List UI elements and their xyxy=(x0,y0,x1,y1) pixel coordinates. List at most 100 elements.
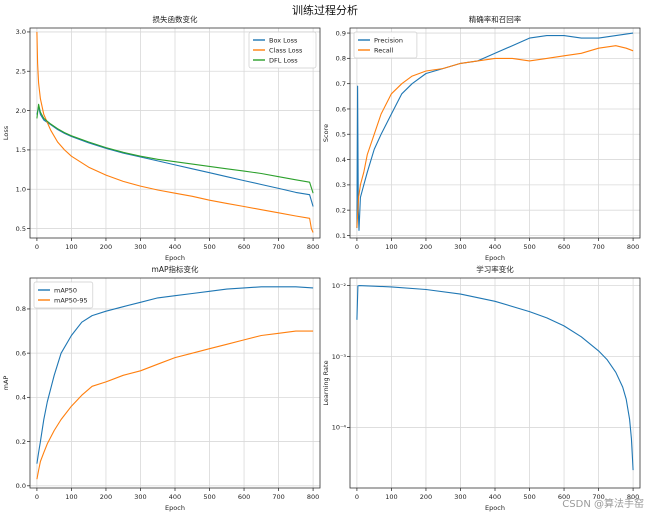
y-axis-label: Score xyxy=(322,124,330,142)
y-tick-label: 0.1 xyxy=(336,232,346,240)
legend-label: mAP50 xyxy=(54,286,77,294)
series-line-dfl-loss xyxy=(36,103,314,194)
x-tick-label: 800 xyxy=(627,493,639,501)
y-axis-label: Loss xyxy=(2,125,10,140)
x-tick-label: 600 xyxy=(558,243,570,251)
series-line-recall xyxy=(356,45,634,228)
chart-title: 学习率变化 xyxy=(476,264,514,274)
y-tick-label: 0.5 xyxy=(16,225,26,233)
x-tick-label: 700 xyxy=(272,243,284,251)
chart-title: mAP指标变化 xyxy=(152,264,199,274)
y-axis-label: Learning Rate xyxy=(322,360,330,405)
x-tick-label: 300 xyxy=(134,493,146,501)
x-tick-label: 0 xyxy=(355,493,359,501)
y-tick-label: 0.5 xyxy=(336,131,346,139)
x-tick-label: 200 xyxy=(420,243,432,251)
x-tick-label: 700 xyxy=(272,493,284,501)
chart-panel-4: 0 100 200 300 400 500 600 700 800 10⁻⁴ 10⁻³ 10⁻² 学习率… xyxy=(322,264,641,512)
x-tick-label: 500 xyxy=(203,493,215,501)
axes-frame xyxy=(349,27,641,239)
legend-box xyxy=(248,31,317,69)
y-tick-label: 0.7 xyxy=(336,80,346,88)
axes-frame xyxy=(29,27,321,239)
y-tick-label: 10⁻³ xyxy=(332,353,347,361)
series-line-map50 xyxy=(36,286,314,464)
legend: mAP50 mAP50-95 xyxy=(33,281,94,309)
x-axis-label: Epoch xyxy=(485,254,505,262)
x-tick-label: 0 xyxy=(35,493,39,501)
legend-label: Class Loss xyxy=(269,46,303,54)
y-tick-label: 0.4 xyxy=(16,394,26,402)
y-tick-label: 10⁻⁴ xyxy=(332,424,347,432)
legend-box xyxy=(33,281,94,309)
x-tick-label: 600 xyxy=(558,493,570,501)
series-line-box-loss xyxy=(36,106,314,207)
y-tick-label: 1.0 xyxy=(16,186,26,194)
y-tick-label: 1.5 xyxy=(16,146,26,154)
x-tick-label: 600 xyxy=(238,493,250,501)
watermark: CSDN @算法手窑 xyxy=(562,499,644,510)
y-tick-label: 2.5 xyxy=(16,68,26,76)
x-tick-label: 300 xyxy=(454,243,466,251)
x-tick-label: 500 xyxy=(203,243,215,251)
legend-label: Box Loss xyxy=(269,36,298,44)
chart-panel-3: 0 100 200 300 400 500 600 700 800 0.0 0.2 0.4 0.6 0.8… xyxy=(2,264,321,512)
x-tick-label: 400 xyxy=(169,243,181,251)
x-tick-label: 100 xyxy=(65,243,77,251)
x-tick-label: 600 xyxy=(238,243,250,251)
x-tick-label: 0 xyxy=(355,243,359,251)
x-axis-label: Epoch xyxy=(165,254,185,262)
x-axis-label: Epoch xyxy=(485,504,505,512)
x-tick-label: 700 xyxy=(592,493,604,501)
y-tick-label: 0.8 xyxy=(16,305,26,313)
legend-label: Precision xyxy=(374,36,403,44)
legend-box xyxy=(353,31,418,59)
x-tick-label: 400 xyxy=(489,493,501,501)
series-line-map50-95 xyxy=(36,330,314,480)
x-tick-label: 100 xyxy=(65,493,77,501)
x-tick-label: 100 xyxy=(385,243,397,251)
legend: Precision Recall xyxy=(353,31,418,59)
y-tick-label: 0.3 xyxy=(336,181,346,189)
y-tick-label: 10⁻² xyxy=(332,282,347,290)
x-tick-label: 0 xyxy=(35,243,39,251)
x-tick-label: 800 xyxy=(627,243,639,251)
y-tick-label: 0.2 xyxy=(16,438,26,446)
y-tick-label: 0.2 xyxy=(336,206,346,214)
x-tick-label: 700 xyxy=(592,243,604,251)
series-line-class-loss xyxy=(36,31,314,233)
y-tick-label: 0.4 xyxy=(336,156,346,164)
x-tick-label: 500 xyxy=(523,243,535,251)
x-tick-label: 400 xyxy=(489,243,501,251)
legend-label: mAP50-95 xyxy=(54,296,88,304)
y-axis-label: mAP xyxy=(2,376,10,391)
y-tick-label: 0.8 xyxy=(336,55,346,63)
chart-panel-1: 0 100 200 300 400 500 600 700 800 0.5 1.0 1.5 2.0 2.5… xyxy=(2,14,321,262)
legend-label: Recall xyxy=(374,46,394,54)
y-tick-label: 2.0 xyxy=(16,107,26,115)
series-line-precision xyxy=(356,32,634,231)
x-tick-label: 200 xyxy=(100,493,112,501)
x-tick-label: 400 xyxy=(169,493,181,501)
figure-title: 训练过程分析 xyxy=(292,4,358,17)
legend: Box Loss Class Loss DFL Loss xyxy=(248,31,317,69)
x-tick-label: 500 xyxy=(523,493,535,501)
x-tick-label: 200 xyxy=(420,493,432,501)
x-tick-label: 100 xyxy=(385,493,397,501)
x-tick-label: 300 xyxy=(454,493,466,501)
legend-label: DFL Loss xyxy=(269,56,298,64)
axes-frame xyxy=(349,277,641,489)
x-tick-label: 800 xyxy=(307,493,319,501)
axes-frame xyxy=(29,277,321,489)
x-tick-label: 200 xyxy=(100,243,112,251)
y-tick-label: 3.0 xyxy=(16,28,26,36)
series-line-lr xyxy=(356,285,634,471)
chart-title: 损失函数变化 xyxy=(153,14,198,24)
y-tick-label: 0.6 xyxy=(336,105,346,113)
y-tick-label: 0.6 xyxy=(16,349,26,357)
chart-title: 精确率和召回率 xyxy=(469,14,522,24)
y-tick-label: 0.9 xyxy=(336,29,346,37)
x-tick-label: 800 xyxy=(307,243,319,251)
x-tick-label: 300 xyxy=(134,243,146,251)
